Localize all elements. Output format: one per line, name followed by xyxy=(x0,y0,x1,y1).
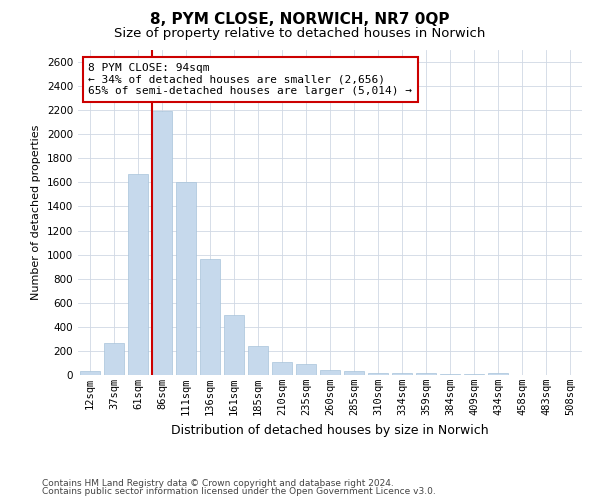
Bar xyxy=(440,374,460,375)
Bar xyxy=(224,315,244,375)
Bar xyxy=(416,373,436,375)
Text: Contains public sector information licensed under the Open Government Licence v3: Contains public sector information licen… xyxy=(42,487,436,496)
Bar xyxy=(368,372,388,375)
Bar xyxy=(320,370,340,375)
Bar xyxy=(80,372,100,375)
Bar xyxy=(392,372,412,375)
Text: 8 PYM CLOSE: 94sqm
← 34% of detached houses are smaller (2,656)
65% of semi-deta: 8 PYM CLOSE: 94sqm ← 34% of detached hou… xyxy=(88,63,412,96)
Bar xyxy=(176,182,196,375)
Bar xyxy=(200,260,220,375)
Bar xyxy=(248,346,268,375)
Text: Contains HM Land Registry data © Crown copyright and database right 2024.: Contains HM Land Registry data © Crown c… xyxy=(42,478,394,488)
Text: 8, PYM CLOSE, NORWICH, NR7 0QP: 8, PYM CLOSE, NORWICH, NR7 0QP xyxy=(150,12,450,28)
Bar xyxy=(272,362,292,375)
Bar xyxy=(152,112,172,375)
Bar xyxy=(104,342,124,375)
Text: Size of property relative to detached houses in Norwich: Size of property relative to detached ho… xyxy=(115,28,485,40)
Bar xyxy=(488,373,508,375)
Y-axis label: Number of detached properties: Number of detached properties xyxy=(31,125,41,300)
X-axis label: Distribution of detached houses by size in Norwich: Distribution of detached houses by size … xyxy=(171,424,489,436)
Bar xyxy=(128,174,148,375)
Bar xyxy=(296,364,316,375)
Bar xyxy=(344,371,364,375)
Bar xyxy=(464,374,484,375)
